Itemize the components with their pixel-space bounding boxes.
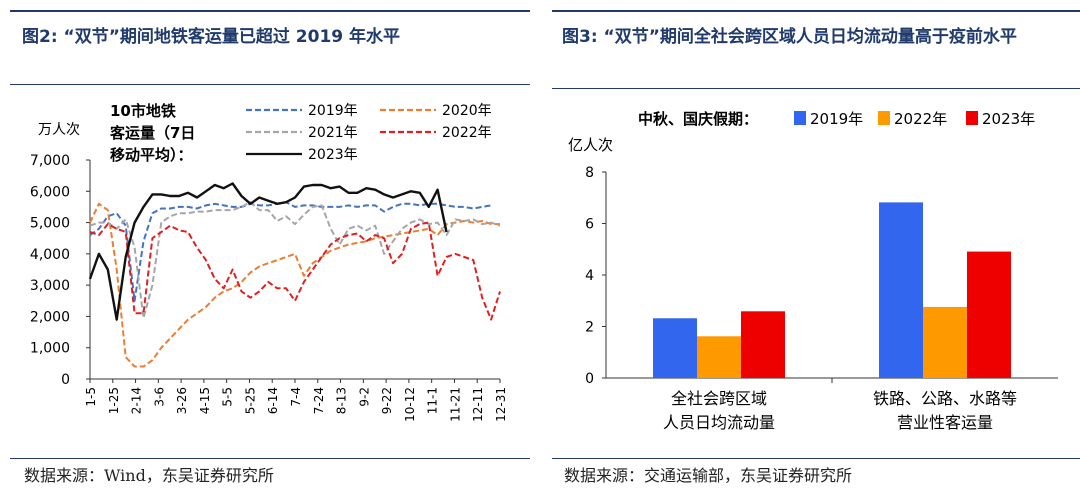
x-tick-label: 8-13 <box>335 387 349 414</box>
bar-2019年-2 <box>879 202 923 378</box>
x-category-label: 全社会跨区域 <box>671 389 767 408</box>
x-tick-label: 12-11 <box>471 387 485 422</box>
x-tick-label: 1-5 <box>84 387 98 407</box>
legend-swatch-2019年 <box>794 111 806 125</box>
legend-caption-background <box>102 96 232 176</box>
legend-label-2020年: 2020年 <box>442 103 492 119</box>
y-tick-label: 7,000 <box>30 153 70 169</box>
left-figure-title: 图2: “双节”期间地铁客运量已超过 2019 年水平 <box>22 27 401 47</box>
legend-swatch-2022年 <box>878 111 890 125</box>
legend-label-2023年: 2023年 <box>308 147 358 163</box>
right-source-note: 数据来源：交通运输部，东吴证券研究所 <box>564 466 853 485</box>
top-rule <box>10 10 530 12</box>
x-tick-label: 5-5 <box>221 387 235 407</box>
y-tick-label: 5,000 <box>30 216 70 232</box>
y-tick-label: 4,000 <box>30 247 70 263</box>
x-category-label: 铁路、公路、水路等 <box>873 389 1017 408</box>
y-tick-label: 4 <box>585 268 594 284</box>
x-tick-label: 9-22 <box>380 387 394 414</box>
bar-2019年-1 <box>653 318 697 378</box>
x-tick-label: 5-25 <box>243 387 257 414</box>
legend-caption: 移动平均）： <box>110 146 193 164</box>
left-figure-panel: 图2: “双节”期间地铁客运量已超过 2019 年水平 万人次 0 1,000 2,0… <box>0 0 530 499</box>
legend-label-2019年: 2019年 <box>810 110 863 128</box>
x-tick-label: 10-12 <box>403 387 417 422</box>
x-tick-label: 12-31 <box>494 387 508 422</box>
y-tick-label: 0 <box>61 372 70 388</box>
title-rule <box>10 84 530 85</box>
title-rule <box>552 88 1080 89</box>
y-tick-label: 6 <box>585 217 594 233</box>
legend-label-2023年: 2023年 <box>982 110 1035 128</box>
x-tick-label: 7-4 <box>289 387 303 407</box>
y-tick-label: 6,000 <box>30 184 70 200</box>
bar-2022年-2 <box>923 306 967 378</box>
x-tick-label: 9-2 <box>357 387 371 407</box>
legend-label-2021年: 2021年 <box>308 125 358 141</box>
x-tick-label: 6-14 <box>266 387 280 414</box>
source-rule <box>10 458 530 459</box>
x-tick-label: 11-21 <box>448 387 462 422</box>
right-figure-panel: 图3: “双节”期间全社会跨区域人员日均流动量高于疫前水平 中秋、国庆假期： 20… <box>548 0 1080 499</box>
legend-caption: 中秋、国庆假期： <box>638 110 758 128</box>
bar-2022年-1 <box>697 336 741 378</box>
legend-background <box>240 100 510 170</box>
legend-swatch-2023年 <box>966 111 978 125</box>
y-tick-label: 1,000 <box>30 341 70 357</box>
series-line-2019年 <box>89 201 492 302</box>
left-source-note: 数据来源：Wind，东吴证券研究所 <box>24 466 274 485</box>
source-rule <box>552 458 1080 459</box>
legend-caption: 10市地铁 <box>110 102 176 120</box>
y-tick-label: 2 <box>585 320 594 336</box>
y-axis-label: 亿人次 <box>568 136 613 154</box>
x-category-label: 人员日均流动量 <box>663 413 775 432</box>
top-rule <box>552 10 1080 12</box>
series-line-2021年 <box>89 201 501 319</box>
x-tick-label: 2-14 <box>130 387 144 414</box>
x-tick-label: 7-24 <box>312 387 326 414</box>
x-tick-label: 3-26 <box>175 387 189 414</box>
x-category-label: 营业性客运量 <box>897 413 993 432</box>
legend-caption: 客运量（7日 <box>109 124 195 142</box>
legend-label-2019年: 2019年 <box>308 103 358 119</box>
series-line-2023年 <box>88 182 448 321</box>
x-tick-label: 3-6 <box>152 387 166 407</box>
series-line-2022年 <box>89 221 501 321</box>
metro-line-chart: 万人次 0 1,000 2,000 3,000 4,000 5,000 6,000 7,000 1… <box>30 96 510 422</box>
legend-label-2022年: 2022年 <box>442 125 492 141</box>
series-line-2020年 <box>89 202 500 368</box>
bar-2023年-1 <box>741 311 785 378</box>
right-figure-title: 图3: “双节”期间全社会跨区域人员日均流动量高于疫前水平 <box>562 27 1017 47</box>
y-tick-label: 3,000 <box>30 278 70 294</box>
x-tick-label: 1-25 <box>107 387 121 414</box>
x-tick-label: 11-1 <box>426 387 440 414</box>
x-tick-label: 4-15 <box>198 387 212 414</box>
y-tick-label: 0 <box>585 371 594 387</box>
bar-2023年-2 <box>967 251 1011 378</box>
y-axis-label: 万人次 <box>38 122 80 138</box>
y-tick-label: 2,000 <box>30 309 70 325</box>
y-tick-label: 8 <box>585 165 594 181</box>
legend-label-2022年: 2022年 <box>894 110 947 128</box>
